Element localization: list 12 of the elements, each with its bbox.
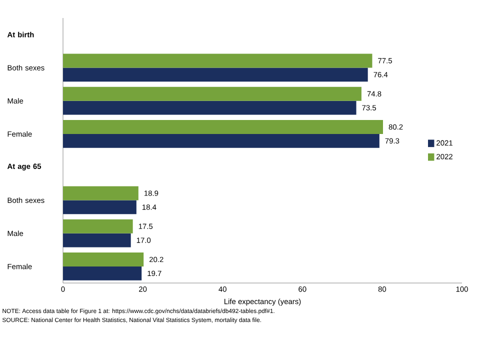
bar (63, 120, 383, 134)
bar (63, 86, 362, 101)
bar (63, 186, 138, 200)
bar (63, 68, 368, 82)
bar (63, 54, 372, 68)
bar (63, 252, 144, 266)
bar (63, 233, 131, 248)
bar (63, 266, 142, 280)
bar (63, 134, 380, 148)
bar (63, 100, 356, 115)
bar (63, 219, 133, 234)
bar (63, 200, 136, 214)
